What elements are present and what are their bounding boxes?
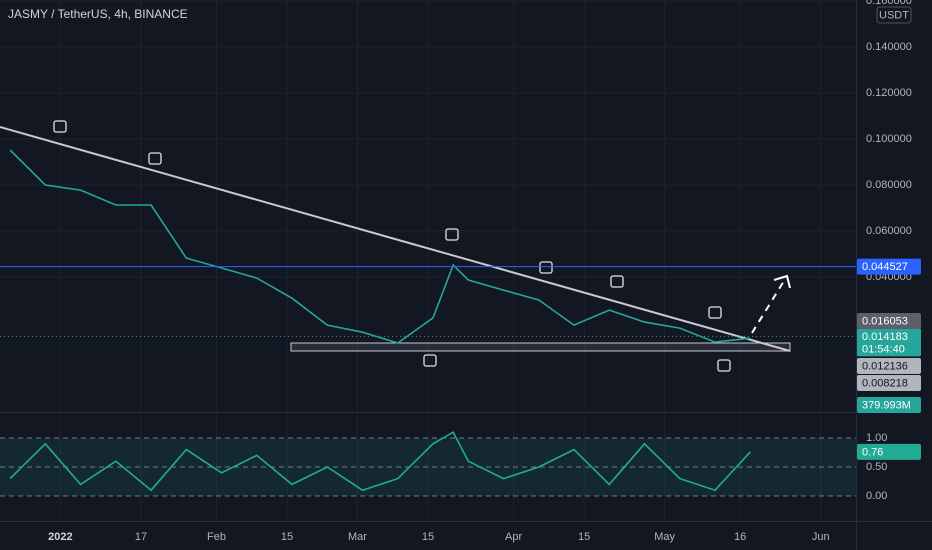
y-tick-label: 0.140000 [866, 41, 912, 53]
trend-line [0, 126, 791, 352]
oscillator-band [0, 438, 856, 496]
chart-title: JASMY / TetherUS, 4h, BINANCE [8, 7, 188, 21]
currency-badge [876, 6, 912, 24]
last-price: 0.014183 [862, 331, 908, 343]
arrow-head [773, 274, 791, 289]
y-tick-label: 0.50 [866, 461, 887, 473]
x-tick-label: Apr [505, 531, 522, 543]
price-tag-bg [857, 358, 921, 374]
price-tag: 0.016053 [862, 315, 908, 327]
price-tag-bg [857, 375, 921, 391]
oscillator-tag: 0.76 [862, 446, 883, 458]
x-tick-label: 15 [281, 531, 293, 543]
level-tag: 0.044527 [862, 261, 908, 273]
x-tick-label: Mar [348, 531, 367, 543]
price-tag-bg [857, 313, 921, 329]
x-tick-label: 17 [135, 531, 147, 543]
x-tick-label: May [654, 531, 675, 543]
series-line [9, 149, 751, 344]
support-zone [290, 342, 791, 352]
x-tick-label: 15 [578, 531, 590, 543]
y-tick-label: 0.100000 [866, 133, 912, 145]
grid [0, 0, 856, 521]
y-tick-label: 0.120000 [866, 87, 912, 99]
x-tick-label: Feb [207, 531, 226, 543]
y-tick-label: 0.160000 [866, 0, 912, 7]
level-tag-bg [857, 258, 921, 275]
volume-tag-bg [857, 397, 921, 413]
y-tick-label: 1.00 [866, 432, 887, 444]
y-tick-label: 0.080000 [866, 179, 912, 191]
series-line [9, 431, 751, 492]
price-tag: 0.008218 [862, 377, 908, 389]
x-tick-label: 2022 [48, 531, 72, 543]
y-tick-label: 0.060000 [866, 225, 912, 237]
x-tick-label: 15 [422, 531, 434, 543]
last-price-bg [857, 328, 921, 357]
price-tag: 0.012136 [862, 360, 908, 372]
currency-label: USDT [879, 9, 909, 21]
x-tick-label: Jun [812, 531, 830, 543]
y-tick-label: 0.00 [866, 490, 887, 502]
projection-arrow [751, 275, 788, 334]
countdown: 01:54:40 [862, 343, 905, 355]
x-tick-label: 16 [734, 531, 746, 543]
marks: 0.0400000.0600000.0800000.1000000.120000… [0, 0, 921, 543]
oscillator-tag-bg [857, 443, 921, 460]
volume-tag: 379.993M [862, 399, 911, 411]
thumb-icons [53, 120, 731, 372]
